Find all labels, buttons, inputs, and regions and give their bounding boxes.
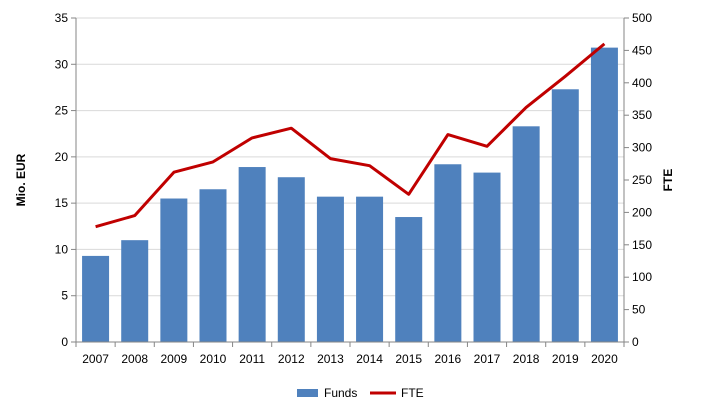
- bar-funds-2015: [395, 217, 423, 342]
- bar-funds-2018: [512, 126, 540, 343]
- x-tick-label: 2017: [474, 352, 501, 366]
- right-tick-label: 50: [632, 303, 646, 317]
- right-axis-ticks: 0 50 100 150 200 250 300 350 400 450 500: [624, 11, 652, 349]
- right-tick-label: 400: [632, 76, 652, 90]
- x-tick-label: 2016: [435, 352, 462, 366]
- right-tick-label: 150: [632, 238, 652, 252]
- bar-funds-2017: [473, 172, 501, 342]
- right-axis-title: FTE: [661, 169, 675, 192]
- line-fte: [95, 42, 606, 229]
- left-tick-label: 25: [55, 104, 69, 118]
- x-tick-label: 2014: [356, 352, 383, 366]
- bar-funds-2016: [434, 164, 462, 342]
- x-axis-ticks: 2007 2008 2009 2010 2011 2012 2013 2014 2015 2016…: [75, 342, 625, 366]
- right-tick-label: 500: [632, 11, 652, 25]
- right-tick-label: 300: [632, 141, 652, 155]
- x-tick-label: 2013: [317, 352, 344, 366]
- bar-funds-2012: [277, 177, 305, 342]
- right-tick-label: 350: [632, 108, 652, 122]
- right-tick-label: 0: [632, 335, 639, 349]
- axes: [75, 18, 625, 343]
- left-tick-label: 10: [55, 242, 69, 256]
- x-tick-label: 2008: [121, 352, 148, 366]
- bar-funds-2011: [238, 167, 266, 342]
- right-tick-label: 450: [632, 43, 652, 57]
- left-axis-title: Mio. EUR: [14, 153, 28, 206]
- right-tick-label: 250: [632, 173, 652, 187]
- line-series-fte: [95, 42, 606, 229]
- x-tick-label: 2009: [161, 352, 188, 366]
- left-axis-ticks: 0 5 10 15 20 25 30 35: [55, 11, 76, 349]
- left-tick-label: 30: [55, 57, 69, 71]
- bar-funds-2013: [316, 196, 344, 342]
- left-tick-label: 5: [61, 289, 68, 303]
- right-tick-label: 200: [632, 205, 652, 219]
- x-tick-label: 2010: [200, 352, 227, 366]
- x-tick-label: 2015: [395, 352, 422, 366]
- bar-funds-2019: [551, 89, 579, 342]
- legend-swatch-funds: [297, 389, 318, 397]
- left-tick-label: 15: [55, 196, 69, 210]
- gridlines: [76, 17, 624, 297]
- bar-funds-2010: [199, 189, 227, 342]
- x-tick-label: 2019: [552, 352, 579, 366]
- legend-label-funds: Funds: [324, 386, 357, 400]
- legend-label-fte: FTE: [401, 386, 424, 400]
- bar-series-funds: [82, 47, 618, 343]
- left-tick-label: 0: [61, 335, 68, 349]
- bar-funds-2014: [356, 196, 384, 342]
- right-tick-label: 100: [632, 270, 652, 284]
- legend: Funds FTE: [297, 386, 424, 400]
- x-tick-label: 2020: [591, 352, 618, 366]
- x-tick-label: 2018: [513, 352, 540, 366]
- x-tick-label: 2011: [239, 352, 265, 366]
- bar-funds-2008: [121, 240, 149, 342]
- left-tick-label: 35: [55, 11, 69, 25]
- left-tick-label: 20: [55, 150, 69, 164]
- x-tick-label: 2012: [278, 352, 305, 366]
- bar-funds-2007: [82, 255, 110, 342]
- x-tick-label: 2007: [82, 352, 109, 366]
- bar-funds-2009: [160, 198, 188, 342]
- bar-funds-2020: [590, 47, 618, 342]
